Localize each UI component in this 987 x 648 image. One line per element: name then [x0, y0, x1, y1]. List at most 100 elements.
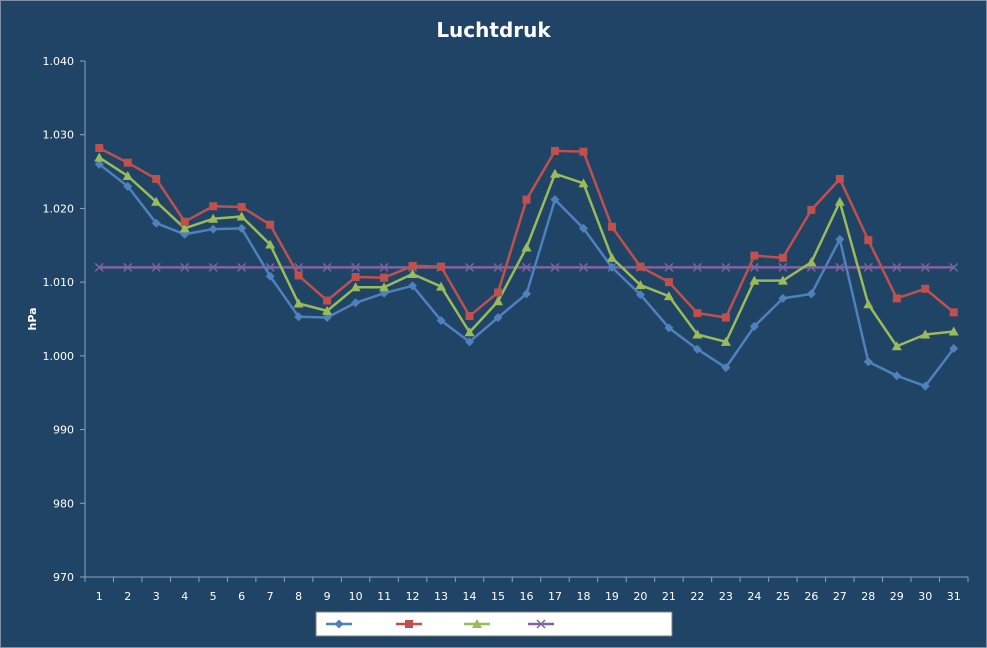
data-point-gem: [834, 196, 845, 206]
data-point-max: [864, 236, 873, 245]
data-point-maand-gemiddelde: [379, 262, 389, 272]
data-point-min: [892, 371, 902, 381]
data-point-gem: [663, 291, 674, 301]
data-point-maand-gemiddelde: [465, 262, 475, 272]
data-point-gem: [806, 257, 817, 267]
data-point-gem: [863, 299, 874, 309]
data-point-maand-gemiddelde: [692, 262, 702, 272]
data-point-min: [351, 298, 361, 308]
x-tick-label: 6: [238, 590, 245, 603]
data-point-maand-gemiddelde: [208, 262, 218, 272]
data-point-max: [237, 202, 246, 211]
data-point-gem: [777, 275, 788, 285]
x-tick-label: 24: [747, 590, 761, 603]
data-point-maand-gemiddelde: [863, 262, 873, 272]
x-tick-label: 31: [947, 590, 961, 603]
data-point-max: [921, 284, 930, 293]
legend: min max gem maand gemiddelde: [315, 611, 673, 637]
data-point-gem: [94, 152, 105, 162]
data-point-min: [123, 181, 133, 191]
data-point-max: [949, 308, 958, 317]
y-tick-label: 990: [53, 424, 74, 437]
x-tick-label: 30: [918, 590, 932, 603]
y-tick-label: 1.030: [43, 129, 75, 142]
y-tick-label: 1.020: [43, 202, 75, 215]
data-point-gem: [151, 196, 162, 206]
data-point-gem: [236, 211, 247, 221]
data-point-maand-gemiddelde: [664, 262, 674, 272]
data-point-max: [180, 217, 189, 226]
data-point-max: [294, 271, 303, 280]
y-tick-label: 1.000: [43, 350, 75, 363]
x-tick-label: 10: [349, 590, 363, 603]
data-point-gem: [692, 329, 703, 339]
data-point-maand-gemiddelde: [322, 262, 332, 272]
data-point-max: [437, 262, 446, 271]
series-min: [94, 159, 959, 391]
data-point-gem: [948, 326, 959, 336]
data-point-maand-gemiddelde: [578, 262, 588, 272]
data-point-gem: [606, 252, 617, 262]
data-point-min: [322, 313, 332, 323]
data-point-maand-gemiddelde: [351, 262, 361, 272]
data-point-min: [920, 381, 930, 391]
data-point-gem: [891, 341, 902, 351]
y-tick-label: 1.040: [43, 55, 75, 68]
data-point-min: [237, 223, 247, 233]
data-point-min: [436, 315, 446, 325]
y-tick-label: 970: [53, 571, 74, 584]
data-point-min: [778, 293, 788, 303]
x-tick-label: 7: [267, 590, 274, 603]
data-point-maand-gemiddelde: [749, 262, 759, 272]
data-point-gem: [179, 223, 190, 233]
x-tick-label: 1: [96, 590, 103, 603]
data-point-min: [493, 313, 503, 323]
legend-box: [315, 611, 673, 637]
data-point-max: [664, 278, 673, 287]
legend-marker-min: [334, 619, 344, 629]
chart-title: Luchtdruk: [436, 18, 551, 42]
x-tick-label: 12: [406, 590, 420, 603]
x-tick-label: 11: [377, 590, 391, 603]
x-tick-label: 16: [520, 590, 534, 603]
data-point-min: [465, 337, 475, 347]
data-point-gem: [521, 242, 532, 252]
y-tick-label: 980: [53, 497, 74, 510]
data-point-min: [607, 262, 617, 272]
data-point-maand-gemiddelde: [949, 262, 959, 272]
data-point-maand-gemiddelde: [550, 262, 560, 272]
x-tick-label: 14: [463, 590, 477, 603]
x-tick-label: 13: [434, 590, 448, 603]
data-point-min: [208, 224, 218, 234]
data-point-maand-gemiddelde: [892, 262, 902, 272]
data-point-gem: [350, 282, 361, 292]
data-point-min: [835, 234, 845, 244]
x-tick-label: 25: [776, 590, 790, 603]
data-point-max: [351, 272, 360, 281]
data-point-max: [807, 205, 816, 214]
x-tick-label: 26: [804, 590, 818, 603]
data-point-max: [636, 262, 645, 271]
x-tick-label: 21: [662, 590, 676, 603]
data-point-min: [749, 321, 759, 331]
data-point-max: [152, 174, 161, 183]
data-point-gem: [436, 281, 447, 291]
data-point-min: [408, 281, 418, 291]
data-point-gem: [635, 280, 646, 290]
data-point-min: [550, 195, 560, 205]
data-point-gem: [322, 305, 333, 315]
x-tick-label: 15: [491, 590, 505, 603]
x-tick-label: 20: [633, 590, 647, 603]
data-point-maand-gemiddelde: [94, 262, 104, 272]
series-line-gem: [98, 156, 954, 348]
data-point-gem: [549, 168, 560, 178]
data-point-max: [494, 288, 503, 297]
x-tick-label: 4: [181, 590, 188, 603]
data-point-maand-gemiddelde: [721, 262, 731, 272]
data-point-maand-gemiddelde: [835, 262, 845, 272]
data-point-min: [578, 223, 588, 233]
x-tick-label: 22: [690, 590, 704, 603]
x-tick-label: 8: [295, 590, 302, 603]
data-point-max: [607, 222, 616, 231]
